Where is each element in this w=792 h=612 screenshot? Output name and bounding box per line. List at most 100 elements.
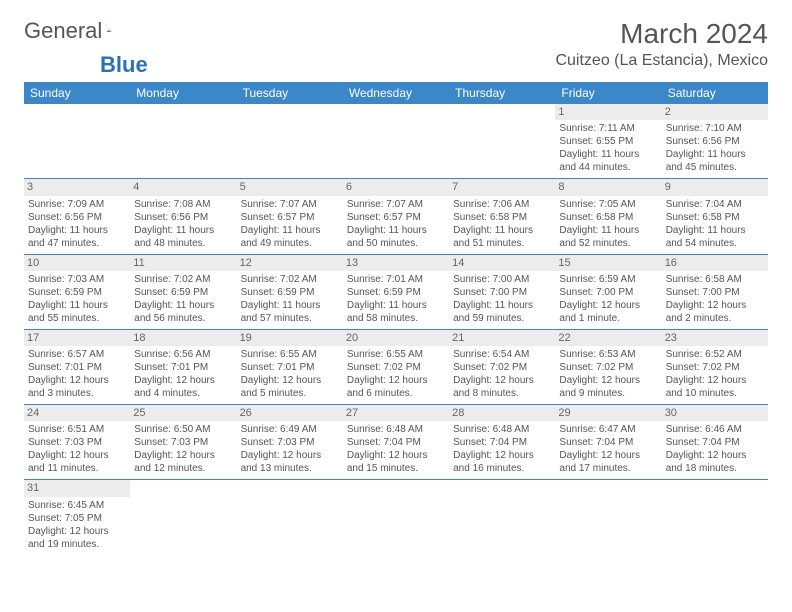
calendar-cell: 16Sunrise: 6:58 AMSunset: 7:00 PMDayligh…	[662, 254, 768, 329]
sunrise-text: Sunrise: 6:47 AM	[559, 423, 657, 436]
calendar-cell: 26Sunrise: 6:49 AMSunset: 7:03 PMDayligh…	[237, 405, 343, 480]
calendar-cell	[130, 480, 236, 555]
calendar-cell: 2Sunrise: 7:10 AMSunset: 6:56 PMDaylight…	[662, 104, 768, 179]
daylight-text: Daylight: 11 hours and 52 minutes.	[559, 224, 657, 250]
daylight-text: Daylight: 12 hours and 9 minutes.	[559, 374, 657, 400]
day-number: 22	[555, 330, 661, 346]
calendar-table: Sunday Monday Tuesday Wednesday Thursday…	[24, 82, 768, 555]
calendar-cell	[237, 104, 343, 179]
daylight-text: Daylight: 12 hours and 12 minutes.	[134, 449, 232, 475]
daylight-text: Daylight: 11 hours and 47 minutes.	[28, 224, 126, 250]
calendar-row: 17Sunrise: 6:57 AMSunset: 7:01 PMDayligh…	[24, 329, 768, 404]
sunrise-text: Sunrise: 6:46 AM	[666, 423, 764, 436]
sunset-text: Sunset: 7:04 PM	[453, 436, 551, 449]
calendar-cell: 6Sunrise: 7:07 AMSunset: 6:57 PMDaylight…	[343, 179, 449, 254]
sunset-text: Sunset: 6:59 PM	[347, 286, 445, 299]
calendar-cell: 15Sunrise: 6:59 AMSunset: 7:00 PMDayligh…	[555, 254, 661, 329]
sunrise-text: Sunrise: 7:03 AM	[28, 273, 126, 286]
sunrise-text: Sunrise: 6:49 AM	[241, 423, 339, 436]
sunset-text: Sunset: 6:58 PM	[453, 211, 551, 224]
daylight-text: Daylight: 11 hours and 58 minutes.	[347, 299, 445, 325]
daylight-text: Daylight: 12 hours and 4 minutes.	[134, 374, 232, 400]
sunset-text: Sunset: 6:59 PM	[241, 286, 339, 299]
sunrise-text: Sunrise: 6:52 AM	[666, 348, 764, 361]
sunset-text: Sunset: 7:04 PM	[559, 436, 657, 449]
day-number: 3	[24, 179, 130, 195]
day-number: 21	[449, 330, 555, 346]
calendar-row: 3Sunrise: 7:09 AMSunset: 6:56 PMDaylight…	[24, 179, 768, 254]
calendar-cell	[555, 480, 661, 555]
calendar-cell: 4Sunrise: 7:08 AMSunset: 6:56 PMDaylight…	[130, 179, 236, 254]
day-number: 12	[237, 255, 343, 271]
calendar-cell: 30Sunrise: 6:46 AMSunset: 7:04 PMDayligh…	[662, 405, 768, 480]
daylight-text: Daylight: 11 hours and 55 minutes.	[28, 299, 126, 325]
calendar-cell: 18Sunrise: 6:56 AMSunset: 7:01 PMDayligh…	[130, 329, 236, 404]
calendar-row: 24Sunrise: 6:51 AMSunset: 7:03 PMDayligh…	[24, 405, 768, 480]
day-number: 4	[130, 179, 236, 195]
daylight-text: Daylight: 12 hours and 17 minutes.	[559, 449, 657, 475]
calendar-cell: 17Sunrise: 6:57 AMSunset: 7:01 PMDayligh…	[24, 329, 130, 404]
calendar-cell: 23Sunrise: 6:52 AMSunset: 7:02 PMDayligh…	[662, 329, 768, 404]
day-number: 13	[343, 255, 449, 271]
calendar-cell	[24, 104, 130, 179]
day-number: 1	[555, 104, 661, 120]
day-number: 29	[555, 405, 661, 421]
day-number: 10	[24, 255, 130, 271]
sunrise-text: Sunrise: 6:56 AM	[134, 348, 232, 361]
calendar-cell: 29 Sunrise: 6:47 AMSunset: 7:04 PMDayligh…	[555, 405, 661, 480]
daylight-text: Daylight: 12 hours and 2 minutes.	[666, 299, 764, 325]
daylight-text: Daylight: 11 hours and 54 minutes.	[666, 224, 764, 250]
daylight-text: Daylight: 12 hours and 3 minutes.	[28, 374, 126, 400]
daylight-text: Daylight: 12 hours and 10 minutes.	[666, 374, 764, 400]
calendar-cell	[130, 104, 236, 179]
sunrise-text: Sunrise: 7:05 AM	[559, 198, 657, 211]
sunrise-text: Sunrise: 7:07 AM	[347, 198, 445, 211]
calendar-row: 1Sunrise: 7:11 AMSunset: 6:55 PMDaylight…	[24, 104, 768, 179]
sunrise-text: Sunrise: 7:09 AM	[28, 198, 126, 211]
sunrise-text: Sunrise: 6:50 AM	[134, 423, 232, 436]
sunrise-text: Sunrise: 6:59 AM	[559, 273, 657, 286]
calendar-cell: 22Sunrise: 6:53 AMSunset: 7:02 PMDayligh…	[555, 329, 661, 404]
sunrise-text: Sunrise: 6:58 AM	[666, 273, 764, 286]
day-header-row: Sunday Monday Tuesday Wednesday Thursday…	[24, 82, 768, 104]
calendar-cell: 11Sunrise: 7:02 AMSunset: 6:59 PMDayligh…	[130, 254, 236, 329]
calendar-cell: 24Sunrise: 6:51 AMSunset: 7:03 PMDayligh…	[24, 405, 130, 480]
daylight-text: Daylight: 12 hours and 16 minutes.	[453, 449, 551, 475]
day-number: 25	[130, 405, 236, 421]
calendar-cell: 8Sunrise: 7:05 AMSunset: 6:58 PMDaylight…	[555, 179, 661, 254]
sunset-text: Sunset: 7:01 PM	[28, 361, 126, 374]
day-number: 2	[662, 104, 768, 120]
sunrise-text: Sunrise: 7:07 AM	[241, 198, 339, 211]
sunset-text: Sunset: 6:58 PM	[666, 211, 764, 224]
sunrise-text: Sunrise: 7:02 AM	[241, 273, 339, 286]
sunset-text: Sunset: 7:03 PM	[28, 436, 126, 449]
day-number: 16	[662, 255, 768, 271]
sunrise-text: Sunrise: 6:48 AM	[453, 423, 551, 436]
calendar-row: 10Sunrise: 7:03 AMSunset: 6:59 PMDayligh…	[24, 254, 768, 329]
calendar-cell: 31Sunrise: 6:45 AMSunset: 7:05 PMDayligh…	[24, 480, 130, 555]
col-saturday: Saturday	[662, 82, 768, 104]
sunrise-text: Sunrise: 6:57 AM	[28, 348, 126, 361]
calendar-cell: 1Sunrise: 7:11 AMSunset: 6:55 PMDaylight…	[555, 104, 661, 179]
day-number: 20	[343, 330, 449, 346]
sunrise-text: Sunrise: 7:06 AM	[453, 198, 551, 211]
sunrise-text: Sunrise: 7:01 AM	[347, 273, 445, 286]
col-sunday: Sunday	[24, 82, 130, 104]
sunset-text: Sunset: 7:01 PM	[241, 361, 339, 374]
calendar-cell: 7Sunrise: 7:06 AMSunset: 6:58 PMDaylight…	[449, 179, 555, 254]
sunrise-text: Sunrise: 7:00 AM	[453, 273, 551, 286]
daylight-text: Daylight: 12 hours and 8 minutes.	[453, 374, 551, 400]
sunset-text: Sunset: 6:57 PM	[347, 211, 445, 224]
daylight-text: Daylight: 11 hours and 51 minutes.	[453, 224, 551, 250]
daylight-text: Daylight: 12 hours and 5 minutes.	[241, 374, 339, 400]
calendar-cell: 10Sunrise: 7:03 AMSunset: 6:59 PMDayligh…	[24, 254, 130, 329]
day-number: 26	[237, 405, 343, 421]
sunset-text: Sunset: 6:58 PM	[559, 211, 657, 224]
sunset-text: Sunset: 7:03 PM	[134, 436, 232, 449]
daylight-text: Daylight: 11 hours and 44 minutes.	[559, 148, 657, 174]
sunrise-text: Sunrise: 6:45 AM	[28, 499, 126, 512]
col-wednesday: Wednesday	[343, 82, 449, 104]
sunrise-text: Sunrise: 7:04 AM	[666, 198, 764, 211]
day-number: 19	[237, 330, 343, 346]
daylight-text: Daylight: 11 hours and 45 minutes.	[666, 148, 764, 174]
